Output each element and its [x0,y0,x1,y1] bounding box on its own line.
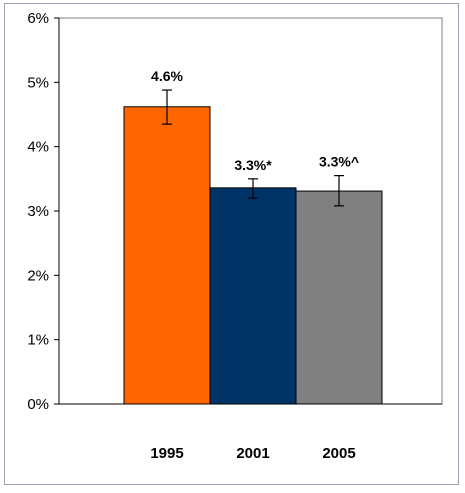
data-label-2005: 3.3%^ [319,154,359,170]
data-label-2001: 3.3%* [234,157,272,173]
bar-2001 [209,187,297,405]
y-tick-label: 1% [27,332,49,349]
y-tick-label: 6% [27,10,49,27]
x-category-label: 2001 [236,445,269,462]
y-tick-label: 5% [27,74,49,91]
x-category-label: 1995 [150,445,183,462]
data-label-1995: 4.6% [151,68,183,84]
y-tick-label: 2% [27,267,49,284]
bar-1995 [123,106,211,405]
bar-2005 [295,190,383,405]
y-tick-label: 3% [27,203,49,220]
y-tick-label: 4% [27,139,49,156]
y-tick-label: 0% [27,396,49,413]
x-category-label: 2005 [322,445,355,462]
